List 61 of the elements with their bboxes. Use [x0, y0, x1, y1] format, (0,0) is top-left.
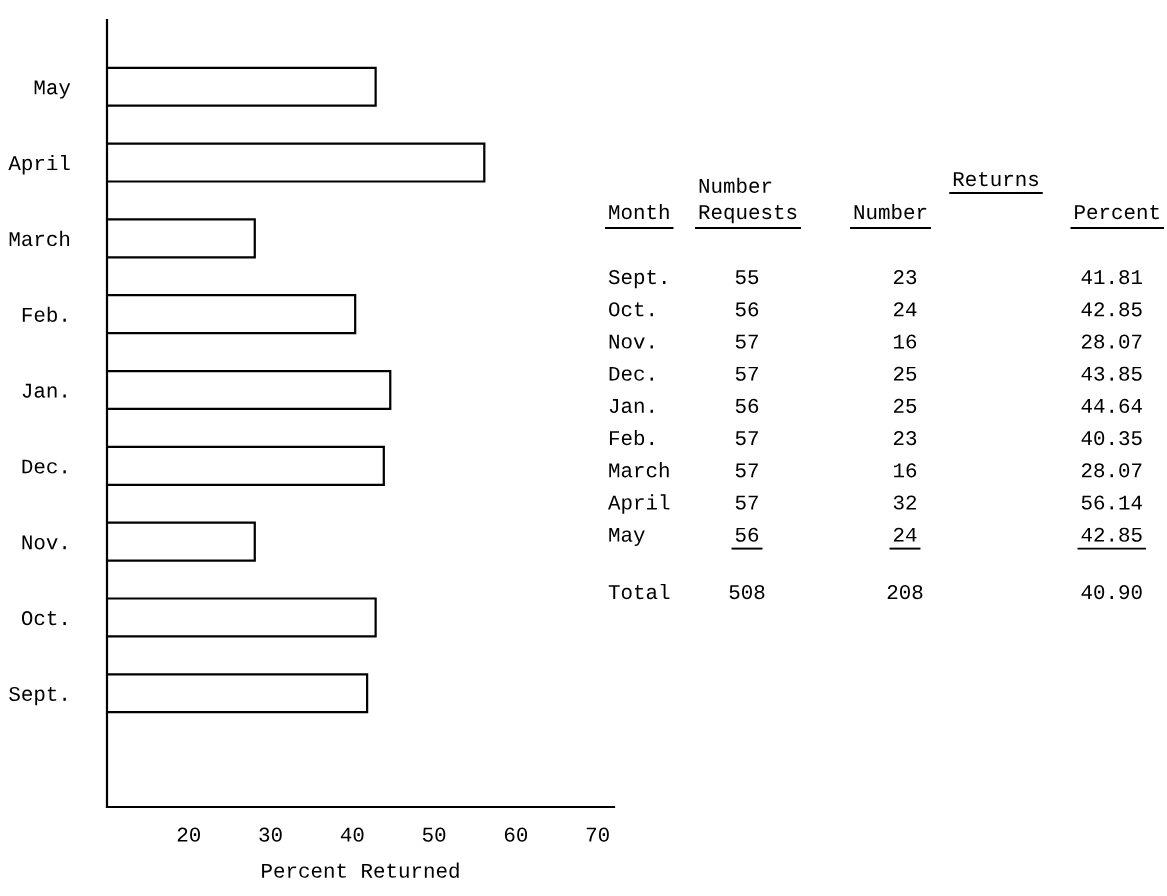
- data-label: 57: [735, 334, 758, 349]
- data-label: 24: [893, 302, 917, 317]
- text: Returns: [953, 172, 1039, 187]
- data-label: 57: [735, 463, 758, 478]
- text: Month: [609, 203, 669, 220]
- data-label: 208: [887, 585, 923, 600]
- data-label: 57: [735, 366, 758, 381]
- text: Number Requests: [699, 177, 797, 224]
- data-label: 56: [735, 398, 759, 414]
- category-label: Feb.: [609, 429, 653, 446]
- data-label: 57: [735, 495, 758, 510]
- category-label: Total: [608, 583, 670, 600]
- category-label: Dec.: [609, 366, 653, 381]
- category-label: Oct.: [609, 302, 653, 317]
- x-tick-label: 70: [586, 827, 609, 842]
- category-label: Jan.: [609, 399, 653, 414]
- data-label: 24: [893, 527, 917, 542]
- data-label: 57: [735, 431, 758, 446]
- x-axis-title: Percent Returned: [262, 862, 459, 878]
- category-label: Sept.: [608, 270, 666, 289]
- x-tick-label: 20: [177, 827, 200, 842]
- x-tick-label: 30: [259, 827, 282, 842]
- data-label: 44.64: [1081, 398, 1142, 414]
- category-label: April: [608, 494, 670, 514]
- data-label: 56: [735, 302, 759, 317]
- y-tick-label: Oct.: [21, 611, 66, 626]
- data-label: 16: [894, 334, 917, 349]
- category-label: May: [609, 527, 645, 546]
- y-tick-label: Jan.: [22, 383, 66, 398]
- data-label: 43.85: [1081, 366, 1142, 381]
- data-label: 56: [735, 527, 759, 542]
- y-tick-label: Nov.: [22, 535, 66, 550]
- data-label: 56.14: [1081, 495, 1142, 510]
- x-tick-label: 60: [504, 827, 528, 842]
- data-label: 40.90: [1081, 585, 1142, 600]
- data-label: 28.07: [1081, 334, 1142, 349]
- text: Percent: [1075, 205, 1159, 220]
- y-tick-label: April: [8, 154, 70, 175]
- text: Number: [854, 203, 927, 220]
- data-label: 42.85: [1081, 527, 1142, 542]
- data-label: 23: [893, 270, 917, 285]
- data-label: 508: [729, 585, 765, 600]
- data-label: 55: [735, 270, 759, 285]
- y-tick-label: May: [34, 80, 71, 99]
- data-label: 28.07: [1081, 463, 1142, 478]
- data-label: 41.81: [1081, 270, 1142, 285]
- x-tick-label: 50: [422, 827, 446, 842]
- data-label: 32: [893, 495, 917, 510]
- data-label: 40.35: [1081, 431, 1142, 446]
- category-label: March: [609, 462, 669, 478]
- y-tick-label: Sept.: [9, 686, 66, 706]
- data-label: 42.85: [1081, 302, 1142, 317]
- category-label: Nov.: [609, 334, 653, 349]
- y-tick-label: March: [9, 230, 70, 247]
- data-label: 16: [894, 463, 917, 478]
- y-tick-label: Feb.: [22, 306, 66, 322]
- data-label: 25: [893, 366, 917, 381]
- y-tick-label: Dec.: [22, 459, 66, 474]
- data-label: 23: [893, 431, 917, 446]
- data-label: 25: [893, 398, 917, 414]
- x-tick-label: 40: [340, 827, 364, 842]
